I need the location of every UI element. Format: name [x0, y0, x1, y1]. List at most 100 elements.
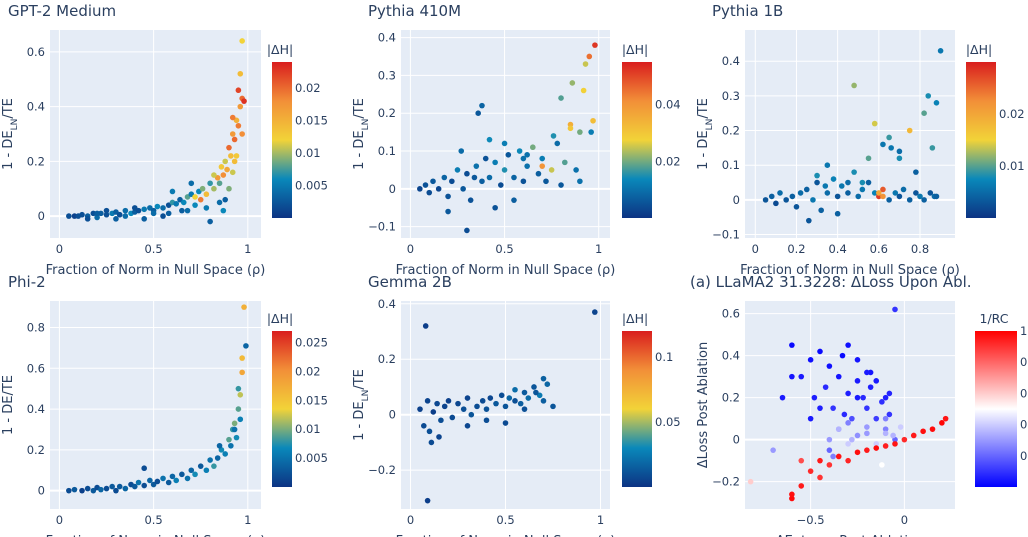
scatter-point — [539, 155, 546, 162]
scatter-point — [197, 196, 204, 203]
scatter-point — [544, 381, 551, 388]
scatter-point — [233, 153, 240, 159]
scatter-point — [879, 462, 885, 468]
x-tick-label: 0 — [56, 242, 63, 256]
colorbar-tick-label: 0.04 — [655, 98, 681, 112]
scatter-point — [896, 148, 903, 155]
scatter-point — [486, 174, 493, 181]
scatter-point — [441, 403, 448, 410]
scatter-point — [917, 193, 923, 200]
x-tick-label: 1 — [597, 513, 604, 527]
scatter-point — [929, 426, 936, 432]
scatter-point — [520, 155, 527, 162]
scatter-point — [854, 432, 861, 439]
scatter-point — [906, 197, 913, 203]
scatter-point — [235, 406, 242, 412]
scatter-point — [479, 178, 485, 185]
scatter-point — [516, 148, 523, 154]
x-axis-title: Fraction of Norm in Null Space (ρ) — [740, 263, 960, 278]
scatter-point — [822, 384, 829, 390]
scatter-point — [783, 197, 789, 203]
scatter-point — [860, 394, 866, 401]
scatter-point — [501, 167, 508, 173]
y-tick-label: −0.1 — [368, 220, 396, 234]
colorbar-tick-label: 0.1 — [655, 350, 673, 364]
scatter-point — [921, 110, 927, 116]
scatter-point — [426, 189, 433, 196]
scatter-point — [237, 103, 244, 110]
y-axis-title: 1 - DELN/TE — [1, 98, 20, 170]
scatter-point — [430, 409, 437, 415]
scatter-point — [845, 390, 851, 397]
scatter-point — [502, 403, 509, 410]
y-tick-label: 0.2 — [378, 352, 396, 366]
y-tick-label: 0.2 — [27, 154, 45, 168]
scatter-point — [192, 202, 198, 208]
y-axis-title-part: 1 - DE — [352, 130, 367, 169]
y-tick-label: 0.6 — [27, 361, 45, 375]
scatter-point — [793, 204, 800, 210]
scatter-point — [421, 423, 427, 429]
scatter-point — [851, 169, 857, 175]
scatter-point — [147, 477, 153, 484]
scatter-point — [239, 131, 245, 137]
y-tick-label: 0.3 — [378, 68, 396, 82]
colorbar — [272, 62, 292, 218]
scatter-point — [109, 483, 115, 490]
y-tick-label: 0.2 — [722, 124, 740, 138]
subplot-title: GPT-2 Medium — [8, 2, 116, 20]
scatter-point — [417, 406, 423, 412]
scatter-point — [75, 213, 82, 219]
scatter-point — [231, 420, 238, 427]
colorbar — [622, 62, 652, 218]
y-axis-title: 1 - DELN/TE — [696, 98, 715, 170]
colorbar-tick-label: 0.015 — [295, 114, 328, 128]
scatter-point — [864, 369, 870, 376]
colorbar-tick-label: 0.025 — [295, 336, 328, 350]
scatter-point — [540, 375, 547, 382]
scatter-point — [192, 194, 198, 200]
scatter-point — [231, 426, 238, 433]
scatter-point — [237, 392, 244, 398]
scatter-point — [865, 179, 872, 186]
scatter-point — [798, 483, 805, 489]
scatter-point — [817, 405, 823, 411]
scatter-point — [235, 122, 242, 129]
y-axis-title-part: /TE — [352, 369, 367, 390]
scatter-point — [835, 453, 842, 460]
subplot-4: 0 0.5 1 0 0.2 0.4 0.6 0.8 Phi-2 Fraction of Norm … — [1, 273, 328, 537]
x-axis-title: Fraction of Norm in Null Space (ρ) — [46, 534, 266, 537]
scatter-point — [896, 193, 903, 200]
scatter-point — [558, 95, 564, 101]
scatter-point — [211, 172, 217, 178]
y-axis-title: ΔLoss Post Ablation — [696, 342, 711, 469]
scatter-point — [562, 159, 568, 166]
scatter-point — [66, 487, 72, 494]
y-axis-title: 1 - DELN/TE — [352, 369, 371, 441]
scatter-point — [933, 193, 940, 200]
scatter-point — [173, 200, 180, 207]
scatter-point — [543, 178, 549, 185]
scatter-point — [165, 479, 172, 486]
scatter-point — [207, 457, 213, 463]
scatter-point — [84, 485, 91, 492]
scatter-point — [873, 415, 880, 422]
scatter-point — [211, 463, 217, 469]
scatter-point — [882, 394, 889, 401]
scatter-point — [165, 210, 172, 217]
scatter-point — [464, 395, 471, 401]
scatter-point — [789, 491, 795, 498]
scatter-point — [184, 475, 191, 482]
x-tick-label: 0.5 — [144, 513, 162, 527]
x-tick-label: 0.5 — [495, 242, 513, 256]
scatter-point — [235, 385, 242, 392]
scatter-point — [789, 193, 796, 200]
colorbar-tick-label: 0.05 — [655, 415, 681, 429]
scatter-point — [103, 485, 110, 492]
x-axis-title: ΔEntropy Post Ablation — [776, 534, 925, 537]
scatter-point — [216, 180, 223, 187]
y-axis-title-part: /TE — [696, 98, 711, 119]
colorbar-tick-label: 0.4 — [1020, 418, 1028, 432]
scatter-point — [71, 486, 78, 493]
scatter-point — [160, 205, 166, 211]
